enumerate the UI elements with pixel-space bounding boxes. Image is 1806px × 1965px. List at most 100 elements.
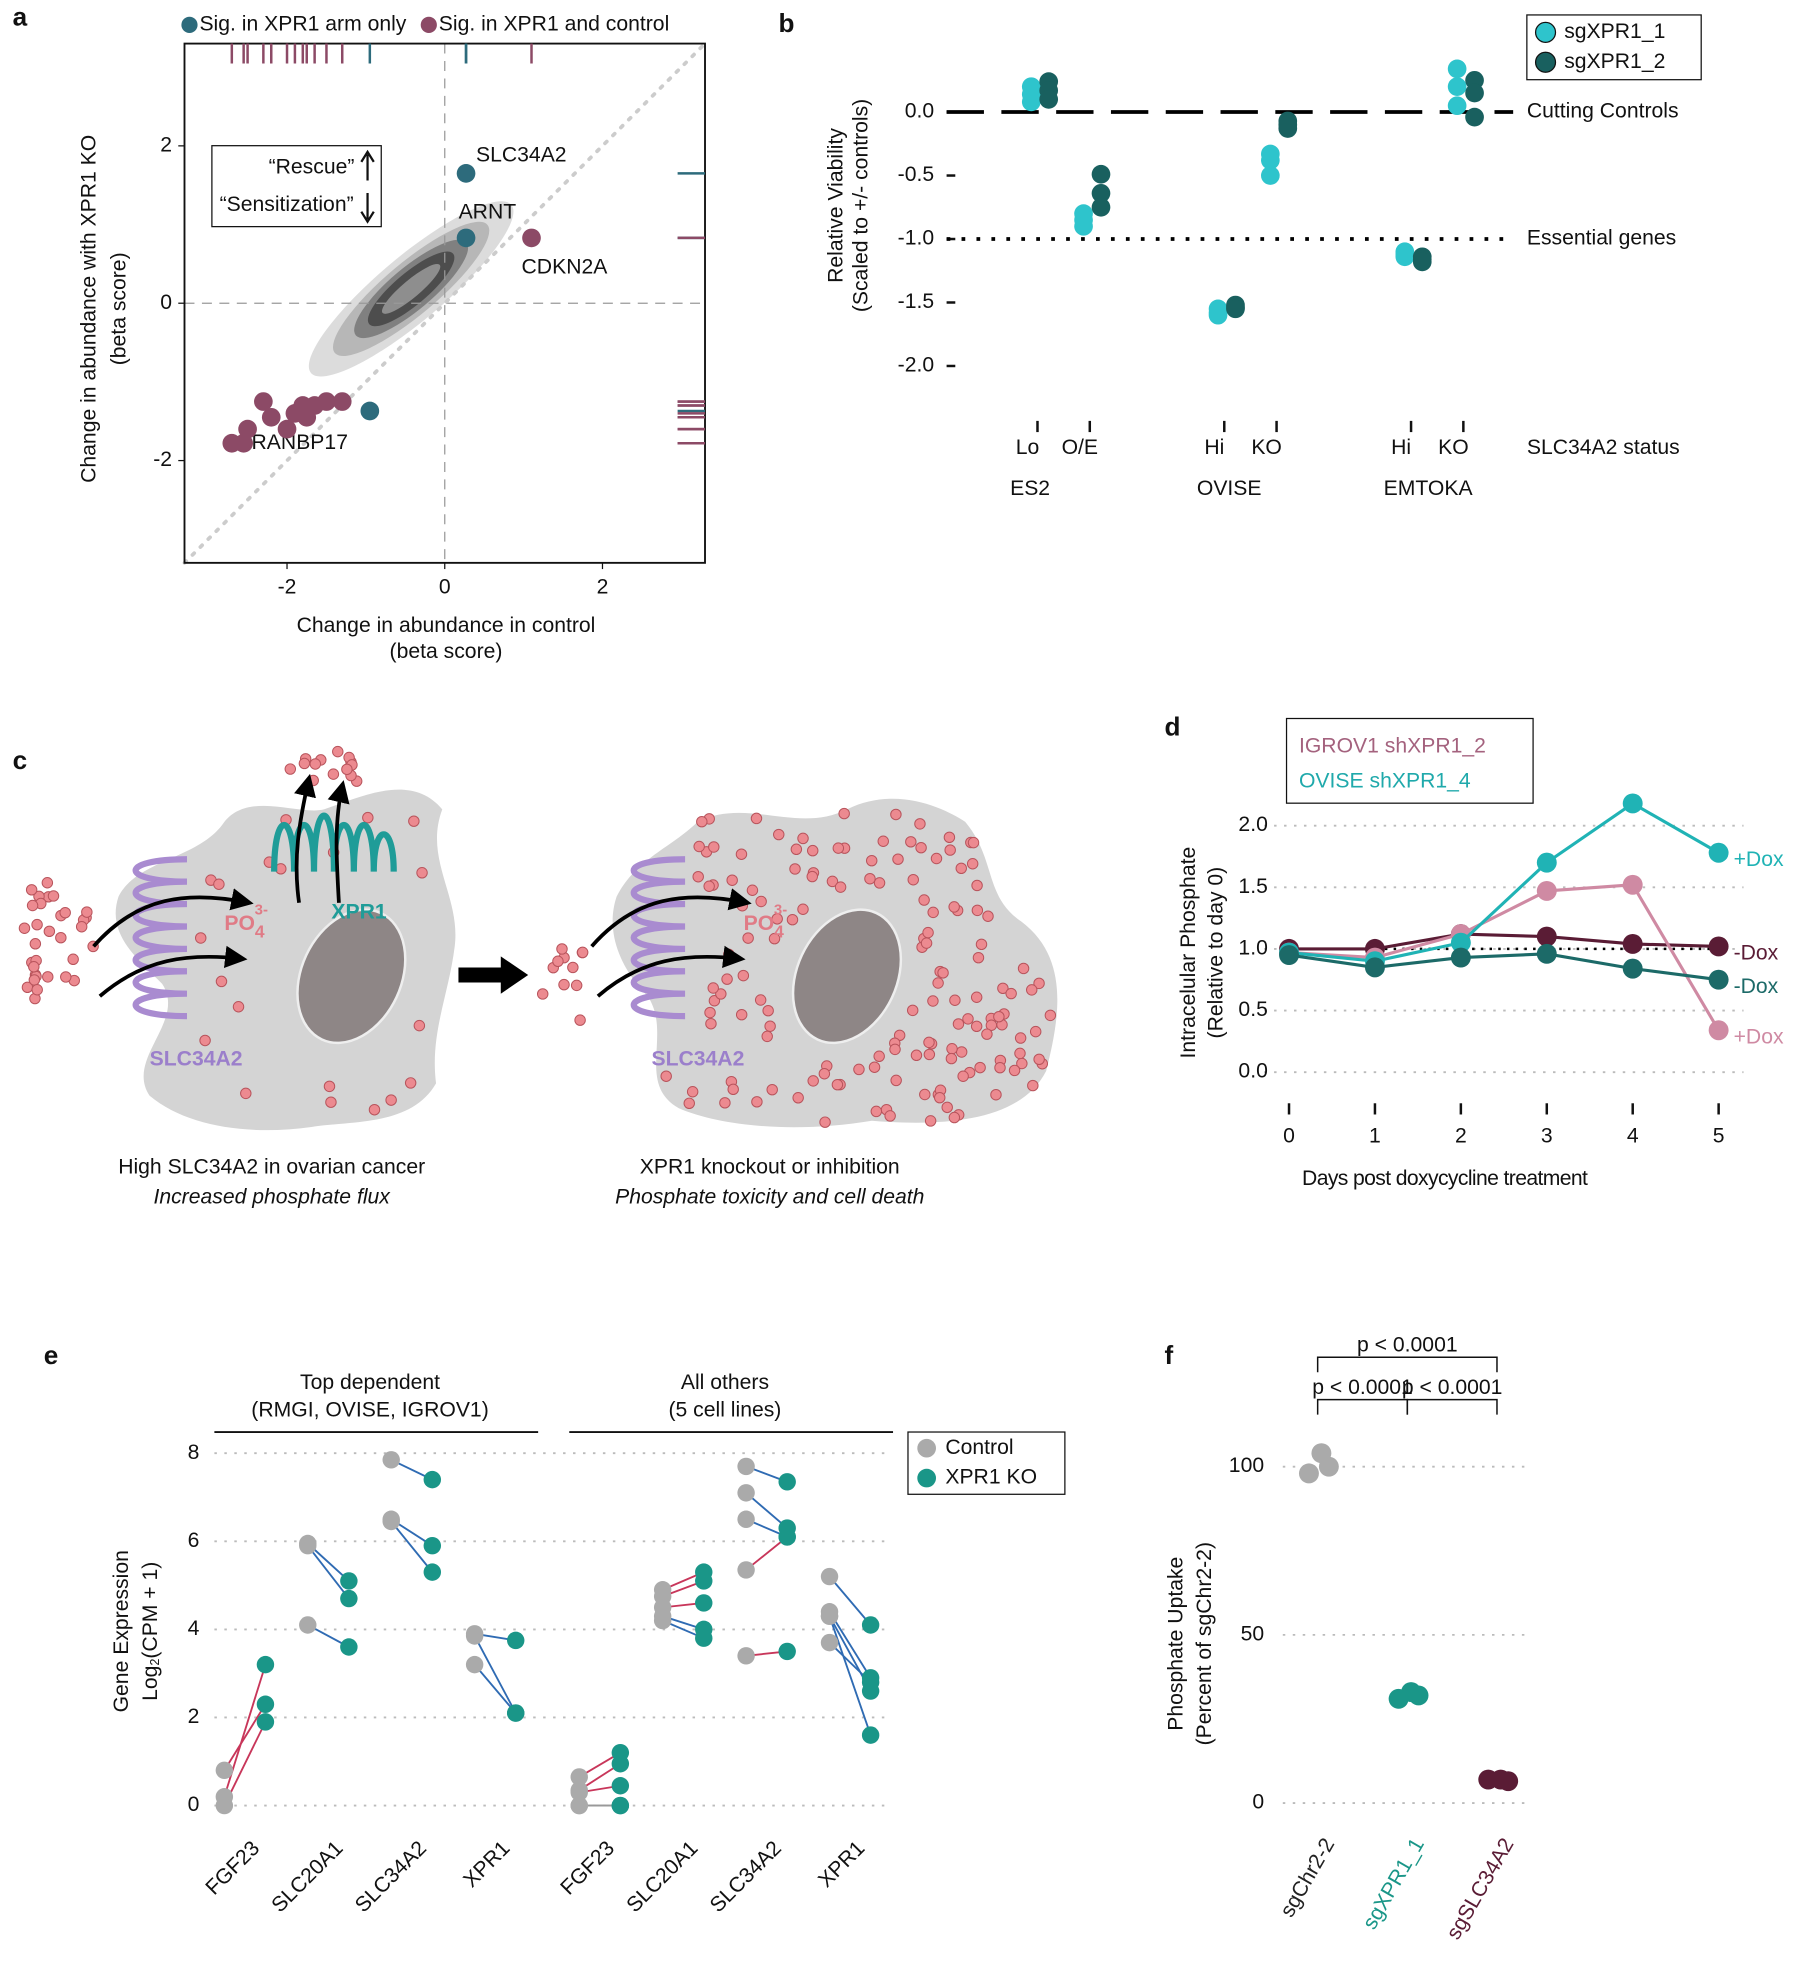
phosphate-dot — [967, 836, 980, 849]
phosphate-dot — [892, 853, 904, 865]
phosphate-dot — [806, 870, 818, 883]
phosphate-dot — [927, 995, 939, 1007]
phosphate-dot — [696, 815, 708, 828]
legend-label: Control — [945, 1436, 1013, 1459]
phosphate-dot — [937, 967, 949, 979]
phosphate-dot — [789, 863, 801, 875]
phosphate-dot — [918, 894, 930, 906]
x-tick-label: XPR1 — [459, 1837, 514, 1892]
pair-line — [473, 1664, 517, 1714]
point — [332, 392, 352, 411]
point — [1091, 183, 1111, 203]
x-tick-label: KO — [1251, 436, 1282, 459]
phosphate-dot — [985, 1019, 998, 1031]
caption: High SLC34A2 in ovarian cancer — [118, 1156, 425, 1179]
annotation: “Sensitization” — [220, 193, 354, 216]
phosphate-dot — [567, 961, 579, 974]
phosphate-dot — [240, 1087, 252, 1100]
y-axis-label: Change in abundance with XPR1 KO — [77, 135, 100, 483]
x-tick-label: 1 — [1369, 1124, 1381, 1147]
x-tick-label: -2 — [278, 575, 297, 598]
point — [360, 401, 380, 421]
phosphate-dot — [838, 807, 850, 820]
x-tick-label: 0 — [1283, 1124, 1295, 1147]
significance-bracket — [1406, 1398, 1498, 1415]
reference-label: Cutting Controls — [1527, 100, 1679, 123]
phosphate-dot — [705, 1017, 717, 1030]
x-tick-label: 3 — [1541, 1124, 1553, 1147]
x-tick-label: 2 — [597, 575, 609, 598]
phosphate-dot — [868, 1061, 881, 1073]
phosphate-dot — [920, 937, 933, 949]
series-end-label: +Dox — [1734, 848, 1784, 871]
phosphate-dot — [692, 871, 704, 883]
y-axis-sublabel: Log2(CPM + 1) — [138, 1562, 162, 1701]
y-tick-label: 100 — [1229, 1454, 1264, 1477]
phosphate-dot — [323, 1080, 336, 1093]
exporter-label: XPR1 — [331, 900, 387, 923]
point — [1395, 247, 1415, 267]
group-label: ES2 — [1010, 477, 1050, 500]
phosphate-dot — [955, 862, 967, 875]
point — [820, 1567, 839, 1586]
phosphate-dot — [948, 1111, 961, 1124]
x-tick-label: SLC20A1 — [622, 1837, 702, 1917]
point — [277, 419, 297, 439]
pair-line — [307, 1545, 350, 1600]
phosphate-dot — [974, 1061, 986, 1074]
y-tick-label: 6 — [188, 1529, 200, 1552]
point — [1298, 1463, 1319, 1484]
phosphate-dot — [831, 1078, 844, 1091]
point — [1039, 90, 1059, 109]
phosphate-dot — [971, 904, 984, 917]
phosphate-dot — [927, 906, 939, 919]
phosphate-dot — [570, 979, 583, 992]
x-tick-label: 5 — [1713, 1124, 1725, 1147]
x-tick-label: Hi — [1204, 436, 1224, 459]
phosphate-dot — [972, 951, 985, 964]
series-end-label: +Dox — [1734, 1025, 1784, 1048]
phosphate-dot — [945, 1052, 958, 1065]
phosphate-dot — [683, 1097, 695, 1110]
phosphate-dot — [735, 848, 748, 860]
point — [254, 392, 273, 411]
point — [611, 1755, 630, 1773]
legend-label: sgXPR1_2 — [1564, 50, 1665, 73]
legend-label: Sig. in XPR1 arm only — [199, 12, 406, 35]
y-axis-label: Intracelular Phosphate — [1177, 847, 1200, 1059]
phosphate-dot — [59, 906, 71, 919]
y-tick-label: 1.5 — [1238, 875, 1267, 898]
phosphate-dot — [416, 867, 428, 879]
annotation-arrow — [360, 193, 375, 224]
phosphate-dot — [884, 1110, 896, 1122]
phosphate-dot — [982, 910, 994, 922]
x-axis-label: Days post doxycycline treatment — [1302, 1167, 1588, 1190]
phosphate-dot — [773, 828, 785, 841]
pair-line — [828, 1611, 872, 1679]
point — [340, 1589, 358, 1608]
point — [820, 1633, 839, 1652]
phosphate-dot — [1044, 1009, 1057, 1022]
x-tick-label: SLC34A2 — [706, 1837, 786, 1917]
phosphate-dot — [31, 984, 43, 996]
legend-marker — [1534, 51, 1557, 73]
phosphate-dot — [957, 1070, 969, 1082]
point — [737, 1484, 755, 1502]
y-tick-label: -2 — [153, 448, 172, 471]
phosphate-dot — [790, 843, 803, 856]
phosphate-sup: 3- — [774, 901, 787, 918]
transition-arrow — [458, 956, 529, 994]
phosphate-dot — [31, 918, 43, 931]
caption: Increased phosphate flux — [153, 1186, 391, 1209]
significance-bracket — [1316, 1398, 1409, 1415]
point — [465, 1655, 484, 1674]
phosphate-dot — [232, 1001, 245, 1013]
phosphate-dot — [751, 1096, 763, 1108]
phosphate-dot — [574, 1014, 586, 1026]
y-tick-label: 0.0 — [1238, 1060, 1267, 1083]
significance-label: p < 0.0001 — [1357, 1334, 1458, 1357]
point — [820, 1607, 839, 1625]
point — [317, 392, 336, 411]
